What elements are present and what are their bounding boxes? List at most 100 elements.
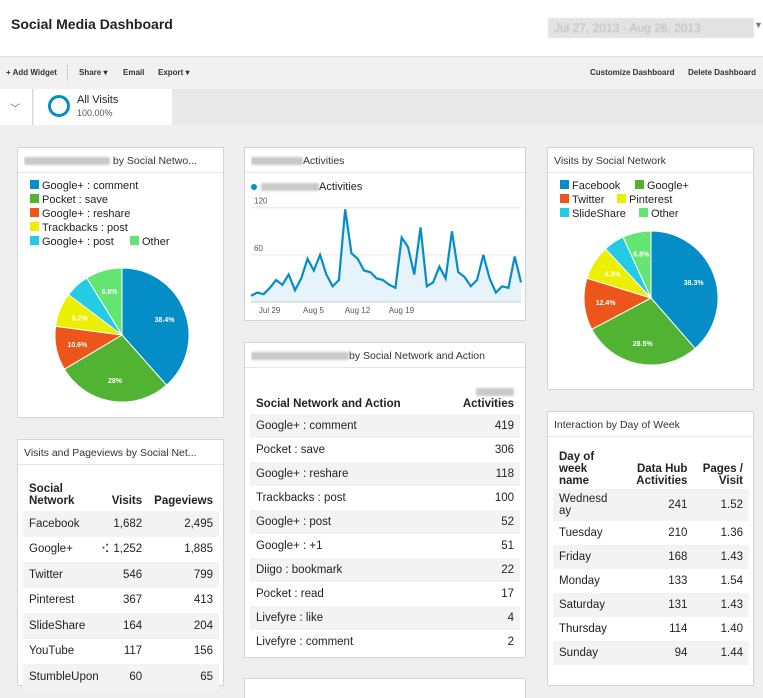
table-cell-text: 1.43	[720, 551, 743, 563]
table-row[interactable]: Google+ : post 52	[250, 510, 520, 534]
table-cell-text: 1.52	[720, 499, 743, 511]
table-row[interactable]: Google+ : reshare 118	[250, 462, 520, 486]
segment-all-visits[interactable]: All Visits 100.00%	[34, 89, 172, 125]
legend-item[interactable]: Other	[130, 236, 170, 248]
legend-item[interactable]: Google+ : post	[30, 236, 114, 248]
table-row[interactable]: YouTube 117 156	[23, 639, 219, 665]
table-row[interactable]: Tuesday 210 1.36	[553, 521, 749, 545]
table-cell: Pinterest	[23, 588, 106, 614]
legend-item[interactable]: Pinterest	[617, 194, 672, 206]
widget-title: xxby Social Network and Action	[251, 350, 485, 362]
pie-slice[interactable]	[591, 297, 696, 366]
chevron-down-icon[interactable]: ▼	[754, 20, 763, 30]
table-cell: 1.52	[693, 489, 749, 521]
table-row[interactable]: Wednesday 241 1.52	[553, 489, 749, 521]
pie-slice[interactable]	[121, 267, 190, 386]
divider	[18, 464, 223, 465]
widget-title-text: by Social Network and Action	[349, 350, 485, 362]
table-cell: 114	[615, 617, 693, 641]
table-cell-text: 1,682	[113, 517, 143, 530]
table-row[interactable]: Friday 168 1.43	[553, 545, 749, 569]
table-header-cell-text: Day of week name	[559, 451, 595, 487]
date-range-picker[interactable]: Jul 27, 2013 - Aug 26, 2013	[548, 18, 754, 38]
table-row[interactable]: SlideShare 164 204	[23, 613, 219, 639]
table-row[interactable]: Google+ : comment 419	[250, 414, 520, 438]
table-row[interactable]: Trackbacks : post 100	[250, 486, 520, 510]
table-cell: Google+ : post	[250, 510, 442, 534]
add-widget-button[interactable]: + Add Widget	[6, 68, 57, 77]
table-cell-text: 17	[501, 588, 514, 600]
pie-slice-label: 8.3%	[604, 272, 621, 279]
table-cell-text: Google+ : +1	[256, 540, 323, 552]
customize-dashboard-button[interactable]: Customize Dashboard	[590, 68, 675, 77]
table-header-cell: Day of week name	[553, 445, 615, 489]
legend-item[interactable]: Google+ : comment	[30, 180, 138, 192]
table-row[interactable]: StumbleUpon 60 65	[23, 664, 219, 690]
table-cell-text: Friday	[559, 551, 591, 563]
table-row[interactable]: Google+ : +1 51	[250, 534, 520, 558]
table-row[interactable]: Sunday 94 1.44	[553, 641, 749, 665]
line-chart: 120 60 Jul 29 Aug 5 Aug 12 Aug 19	[250, 197, 523, 315]
legend-swatch	[635, 180, 644, 189]
x-tick-label: Aug 12	[345, 306, 371, 315]
share-button[interactable]: Share ▾	[79, 68, 108, 77]
table-cell-text: 60	[129, 670, 143, 683]
legend-swatch	[30, 208, 39, 217]
table-row[interactable]: Saturday 131 1.43	[553, 593, 749, 617]
legend-item[interactable]: Pocket : save	[30, 194, 108, 206]
table-row[interactable]: Twitter 546 799	[23, 562, 219, 588]
divider	[548, 172, 753, 173]
widget-title-text: by Social Netwo...	[112, 155, 197, 167]
table-row[interactable]: Google+ ⠪ 1,252 1,885	[23, 537, 219, 563]
table-cell-text: 168	[668, 551, 688, 563]
series-line[interactable]	[250, 209, 523, 297]
table-row[interactable]: Pocket : save 306	[250, 438, 520, 462]
table-row[interactable]: Livefyre : comment 2	[250, 630, 520, 654]
export-button[interactable]: Export ▾	[158, 68, 190, 77]
delete-dashboard-button[interactable]: Delete Dashboard	[688, 68, 757, 77]
email-button[interactable]: Email	[123, 68, 145, 77]
legend-item[interactable]: SlideShare	[560, 208, 626, 220]
segment-toggle-button[interactable]: ﹀	[0, 89, 33, 125]
table-cell: Google+ : +1	[250, 534, 442, 558]
pie-slice[interactable]	[622, 230, 652, 299]
table-cell-text: Google+ : reshare	[256, 468, 349, 480]
table-cell: 1,682	[106, 511, 148, 537]
table-cell: 100	[442, 486, 520, 510]
table-row[interactable]: Monday 133 1.54	[553, 569, 749, 593]
share-network-icon[interactable]: ⠪	[100, 541, 110, 556]
table-cell: Livefyre : comment	[250, 630, 442, 654]
divider	[245, 172, 525, 173]
pie-slice[interactable]	[86, 267, 123, 337]
legend-label: Pinterest	[629, 194, 673, 206]
legend-item[interactable]: Facebook	[560, 180, 620, 192]
pie-slice[interactable]	[650, 230, 719, 350]
dashboard-toolbar: + Add Widget Share ▾ Email Export ▾ Cust…	[0, 56, 763, 90]
legend-item[interactable]: Other	[639, 208, 679, 220]
x-tick-label: Aug 5	[303, 306, 324, 315]
divider	[548, 436, 753, 437]
table-cell: 1.40	[693, 617, 749, 641]
pie-slice-label: 28.5%	[633, 341, 654, 348]
table-cell-text: 1.44	[720, 647, 743, 659]
table-row[interactable]: Facebook 1,682 2,495	[23, 511, 219, 537]
data-table: Social Network and Action Activities Googl…	[250, 376, 520, 654]
pie-slice[interactable]	[63, 334, 168, 403]
legend-item[interactable]: Google+ : reshare	[30, 208, 130, 220]
legend-item[interactable]: Google+	[635, 180, 689, 192]
table-row[interactable]: Diigo : bookmark 22	[250, 558, 520, 582]
widget-partial	[244, 678, 526, 698]
table-cell-text: 51	[501, 540, 514, 552]
divider	[67, 65, 68, 81]
widget-title-text: Activities	[303, 155, 345, 167]
table-row[interactable]: Pinterest 367 413	[23, 588, 219, 614]
table-row[interactable]: Thursday 114 1.40	[553, 617, 749, 641]
table-cell-text: Pinterest	[29, 594, 75, 607]
table-row[interactable]: Pocket : read 17	[250, 582, 520, 606]
table-row[interactable]: Livefyre : like 4	[250, 606, 520, 630]
table-cell-text: Tuesday	[559, 527, 603, 539]
legend-item[interactable]: Twitter	[560, 194, 604, 206]
legend-item[interactable]: Trackbacks : post	[30, 222, 128, 234]
table-cell: Google+ : comment	[250, 414, 442, 438]
